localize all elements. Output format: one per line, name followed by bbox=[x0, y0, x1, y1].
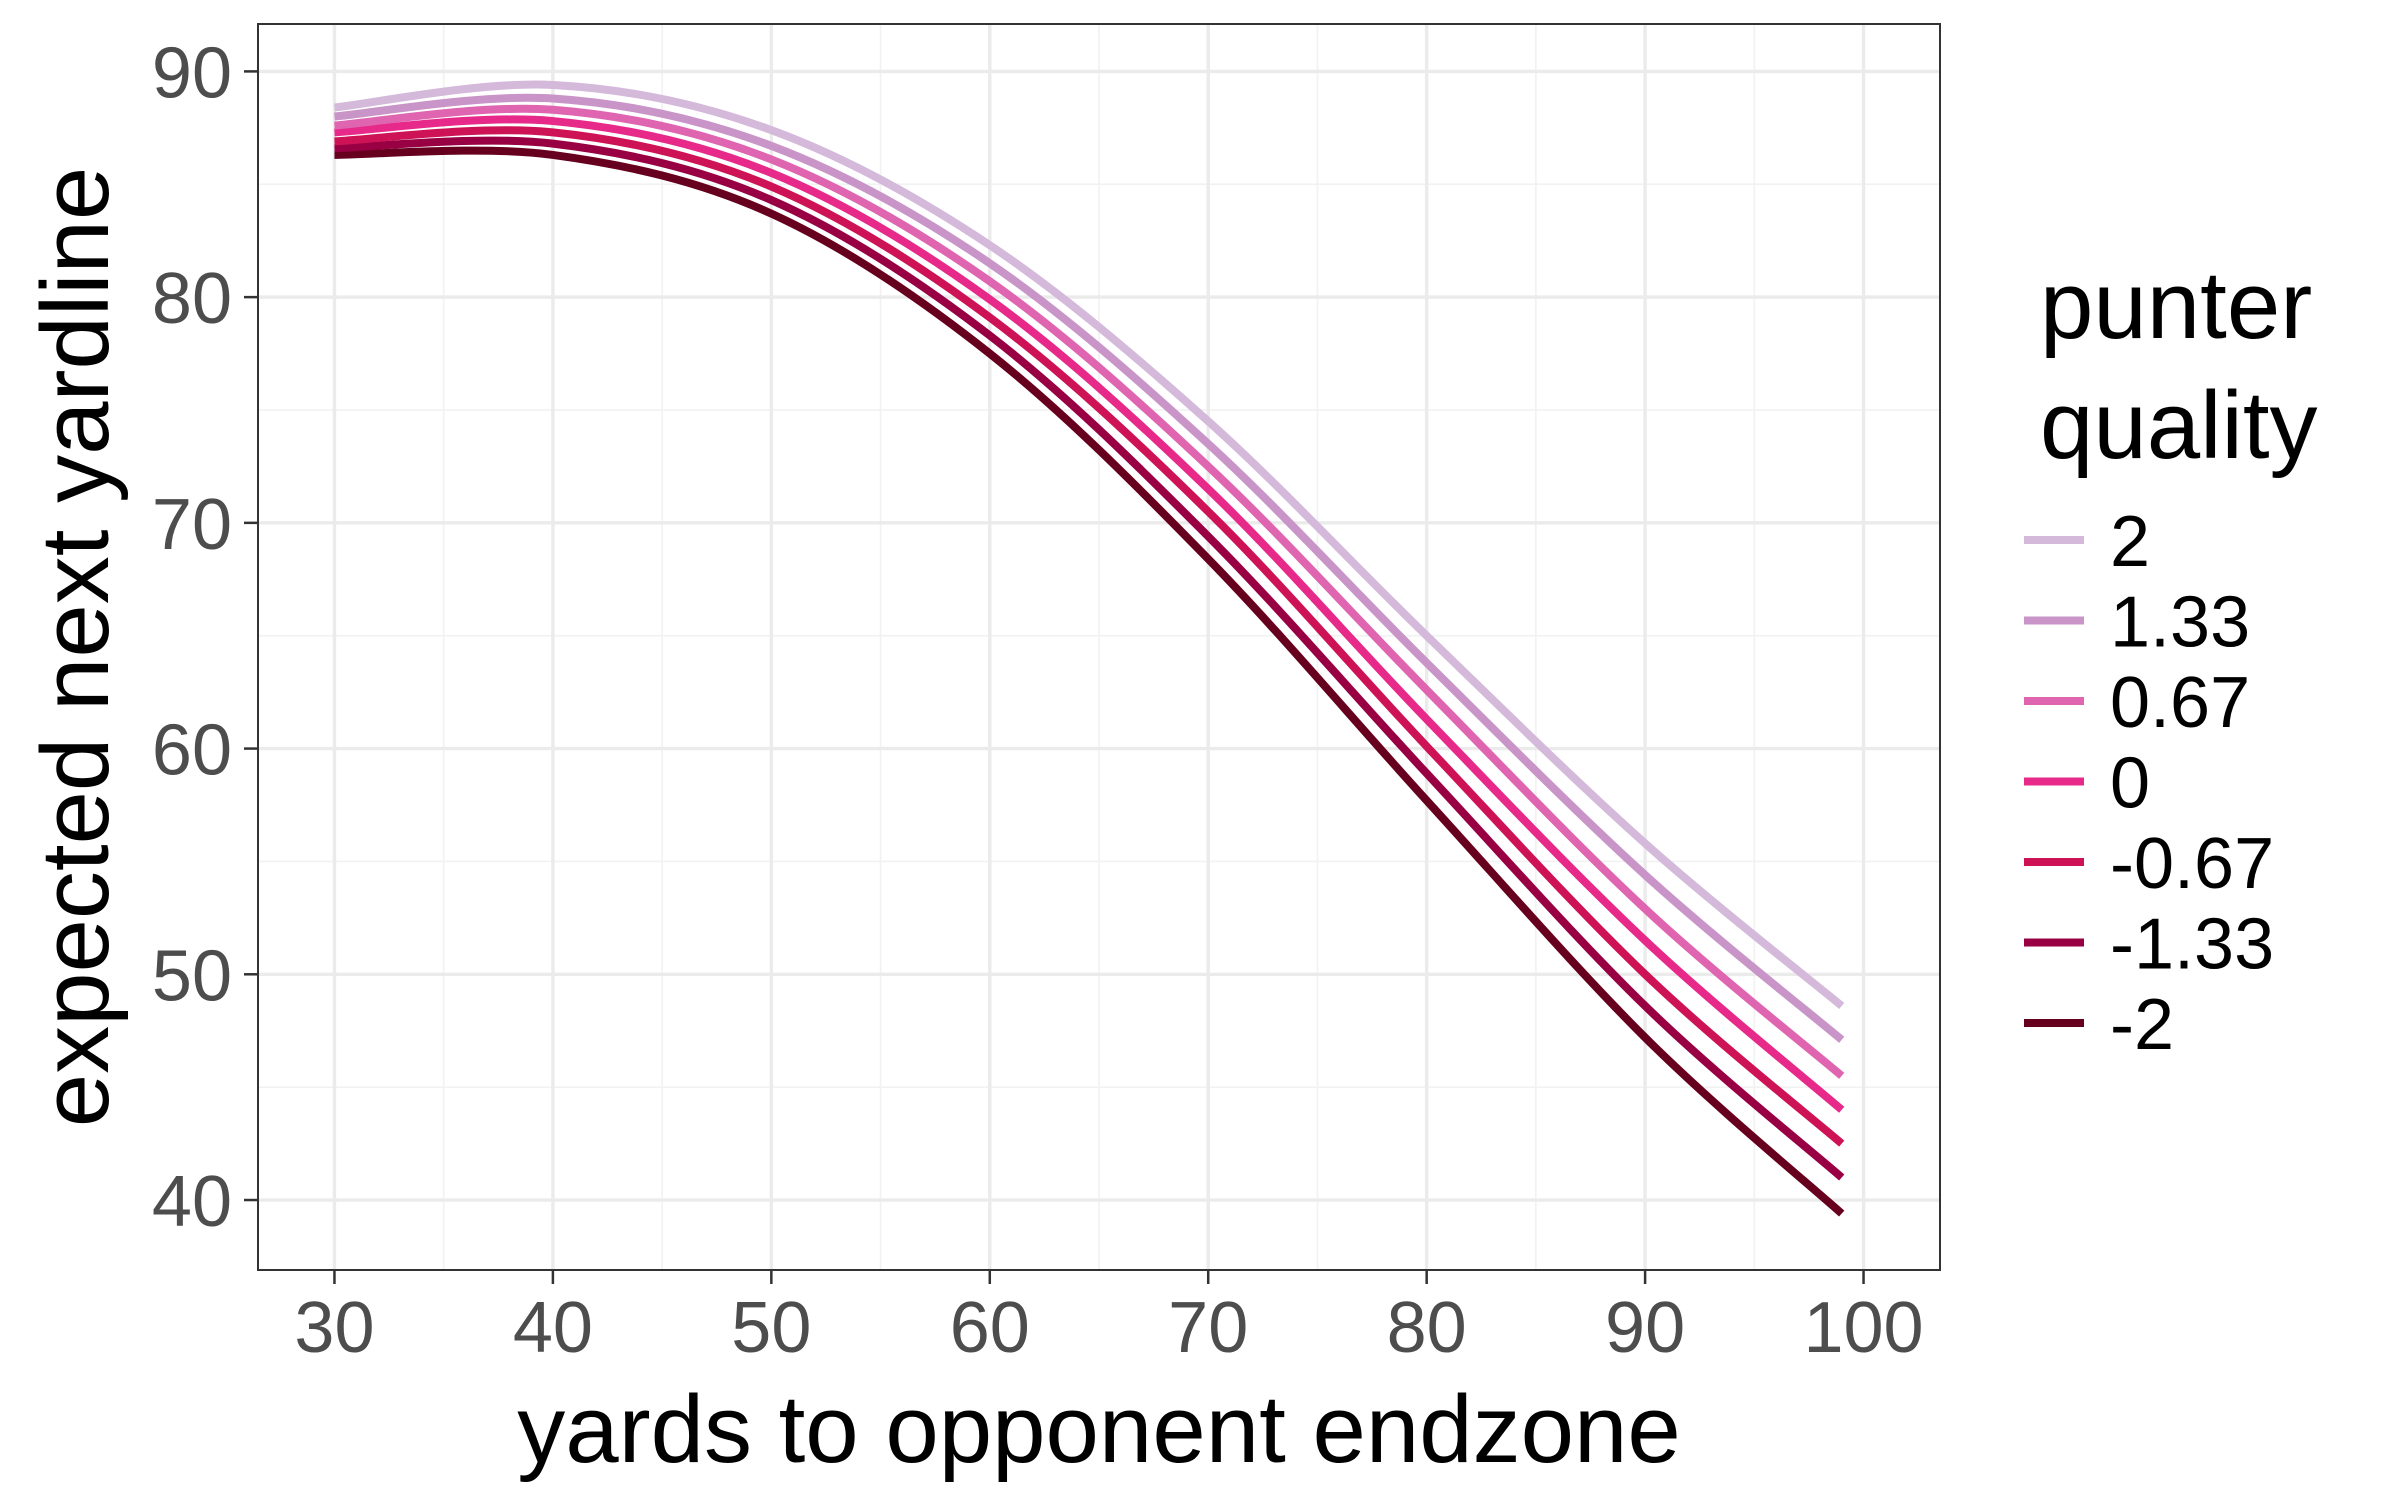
x-tick-label: 40 bbox=[513, 1288, 593, 1368]
series-line bbox=[334, 115, 1845, 1113]
legend-label: 0.67 bbox=[2110, 663, 2250, 743]
y-axis-title: expected next yardline bbox=[22, 167, 129, 1128]
major-grid bbox=[258, 24, 1940, 1270]
legend-label: 0 bbox=[2110, 744, 2150, 824]
y-tick-label: 70 bbox=[152, 485, 232, 565]
plot-panel bbox=[257, 23, 1941, 1271]
series-line bbox=[334, 93, 1845, 1043]
series-line bbox=[334, 146, 1845, 1217]
legend-title-line-2: quality bbox=[2040, 372, 2318, 479]
y-tick-label: 80 bbox=[152, 259, 232, 339]
x-tick-label: 100 bbox=[1803, 1288, 1923, 1368]
series-line bbox=[334, 126, 1845, 1147]
legend-items: 21.330.670-0.67-1.33-2 bbox=[2024, 502, 2274, 1065]
y-axis: 40 50 60 70 80 90 bbox=[152, 33, 258, 1242]
x-tick-label: 50 bbox=[731, 1288, 811, 1368]
legend-label: 1.33 bbox=[2110, 583, 2250, 663]
legend-title-line-1: punter bbox=[2040, 252, 2312, 359]
y-tick-label: 50 bbox=[152, 936, 232, 1016]
panel-border bbox=[257, 23, 1941, 1271]
y-tick-label: 60 bbox=[152, 711, 232, 791]
x-axis: 30 40 50 60 70 80 90 100 bbox=[294, 1270, 1924, 1368]
series-line bbox=[334, 104, 1845, 1079]
x-axis-title: yards to opponent endzone bbox=[517, 1376, 1681, 1483]
legend-label: -2 bbox=[2110, 985, 2174, 1065]
series-line bbox=[334, 136, 1845, 1181]
x-tick-label: 30 bbox=[294, 1288, 374, 1368]
y-tick-label: 90 bbox=[152, 33, 232, 113]
x-tick-label: 60 bbox=[950, 1288, 1030, 1368]
legend-label: -0.67 bbox=[2110, 824, 2274, 904]
legend-label: 2 bbox=[2110, 502, 2150, 582]
series-lines bbox=[334, 80, 1845, 1217]
x-tick-label: 70 bbox=[1168, 1288, 1248, 1368]
legend: punter quality 21.330.670-0.67-1.33-2 bbox=[2024, 252, 2318, 1065]
x-tick-label: 90 bbox=[1605, 1288, 1685, 1368]
y-tick-label: 40 bbox=[152, 1162, 232, 1242]
series-line bbox=[334, 80, 1845, 1009]
legend-label: -1.33 bbox=[2110, 905, 2274, 985]
x-tick-label: 80 bbox=[1387, 1288, 1467, 1368]
